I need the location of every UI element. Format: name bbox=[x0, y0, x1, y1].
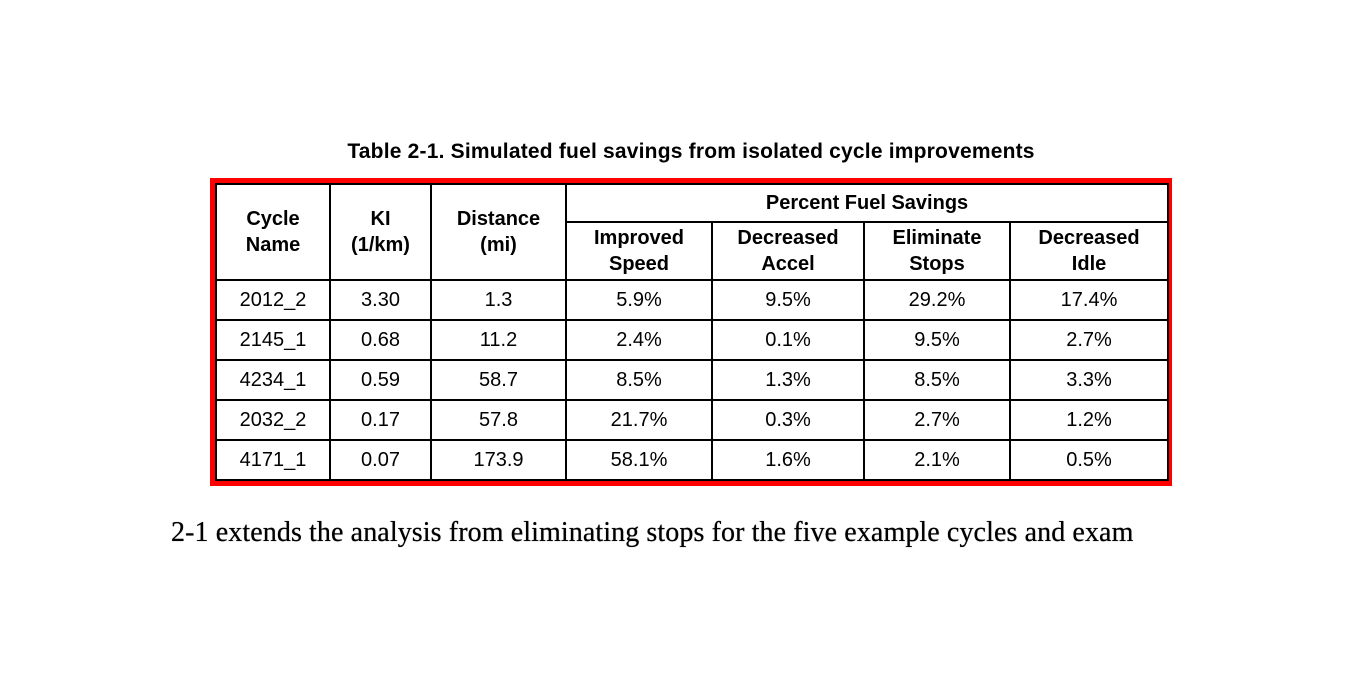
table-row: 2012_2 3.30 1.3 5.9% 9.5% 29.2% 17.4% bbox=[215, 279, 1170, 321]
cell-improved-speed: 8.5% bbox=[565, 359, 713, 401]
cell-ki: 0.68 bbox=[329, 319, 432, 361]
header-cell-decreased-idle: Decreased Idle bbox=[1008, 221, 1170, 281]
cell-decreased-idle: 1.2% bbox=[1008, 399, 1170, 441]
cell-ki: 0.07 bbox=[329, 439, 432, 481]
cell-distance: 57.8 bbox=[430, 399, 567, 441]
cell-decreased-idle: 3.3% bbox=[1008, 359, 1170, 401]
cell-decreased-idle: 0.5% bbox=[1008, 439, 1170, 481]
cell-cycle-name: 2145_1 bbox=[215, 319, 331, 361]
header-cell-percent-fuel-savings: Percent Fuel Savings bbox=[564, 183, 1170, 223]
cell-ki: 0.17 bbox=[329, 399, 432, 441]
header-cell-decreased-accel: Decreased Accel bbox=[711, 221, 865, 281]
header-cell-ki: KI (1/km) bbox=[329, 183, 432, 281]
table-caption: Table 2-1. Simulated fuel savings from i… bbox=[347, 140, 1035, 163]
table-row: 4234_1 0.59 58.7 8.5% 1.3% 8.5% 3.3% bbox=[215, 359, 1170, 401]
cell-eliminate-stops: 29.2% bbox=[863, 279, 1011, 321]
cell-improved-speed: 21.7% bbox=[565, 399, 713, 441]
header-cell-cycle-name: Cycle Name bbox=[215, 183, 331, 281]
header-cell-distance: Distance (mi) bbox=[430, 183, 567, 281]
header-cell-eliminate-stops: Eliminate Stops bbox=[863, 221, 1011, 281]
cell-eliminate-stops: 2.7% bbox=[863, 399, 1011, 441]
cell-eliminate-stops: 2.1% bbox=[863, 439, 1011, 481]
cell-improved-speed: 2.4% bbox=[565, 319, 713, 361]
cell-improved-speed: 58.1% bbox=[565, 439, 713, 481]
table-row: 2032_2 0.17 57.8 21.7% 0.3% 2.7% 1.2% bbox=[215, 399, 1170, 441]
body-text-fragment: 2-1 extends the analysis from eliminatin… bbox=[171, 517, 1134, 548]
cell-decreased-accel: 1.6% bbox=[711, 439, 865, 481]
cell-eliminate-stops: 8.5% bbox=[863, 359, 1011, 401]
cell-distance: 1.3 bbox=[430, 279, 567, 321]
cell-distance: 58.7 bbox=[430, 359, 567, 401]
cell-decreased-accel: 1.3% bbox=[711, 359, 865, 401]
table-annotation-box: Cycle Name KI (1/km) Distance (mi) Perce… bbox=[210, 178, 1172, 486]
cell-decreased-accel: 0.3% bbox=[711, 399, 865, 441]
table-row: 2145_1 0.68 11.2 2.4% 0.1% 9.5% 2.7% bbox=[215, 319, 1170, 361]
cell-cycle-name: 2012_2 bbox=[215, 279, 331, 321]
cell-improved-speed: 5.9% bbox=[565, 279, 713, 321]
table-row: 4171_1 0.07 173.9 58.1% 1.6% 2.1% 0.5% bbox=[215, 439, 1170, 481]
header-cell-improved-speed: Improved Speed bbox=[565, 221, 713, 281]
fuel-savings-table: Cycle Name KI (1/km) Distance (mi) Perce… bbox=[215, 183, 1170, 481]
cell-cycle-name: 4234_1 bbox=[215, 359, 331, 401]
cell-distance: 173.9 bbox=[430, 439, 567, 481]
cell-decreased-accel: 9.5% bbox=[711, 279, 865, 321]
cell-distance: 11.2 bbox=[430, 319, 567, 361]
cell-decreased-idle: 17.4% bbox=[1008, 279, 1170, 321]
cell-ki: 3.30 bbox=[329, 279, 432, 321]
cell-ki: 0.59 bbox=[329, 359, 432, 401]
header-row-sub: Improved Speed Decreased Accel Eliminate… bbox=[216, 221, 1170, 281]
cell-eliminate-stops: 9.5% bbox=[863, 319, 1011, 361]
header-row-group: Cycle Name KI (1/km) Distance (mi) Perce… bbox=[215, 183, 1170, 281]
cell-cycle-name: 4171_1 bbox=[215, 439, 331, 481]
cell-decreased-accel: 0.1% bbox=[711, 319, 865, 361]
cell-decreased-idle: 2.7% bbox=[1008, 319, 1170, 361]
cell-cycle-name: 2032_2 bbox=[215, 399, 331, 441]
